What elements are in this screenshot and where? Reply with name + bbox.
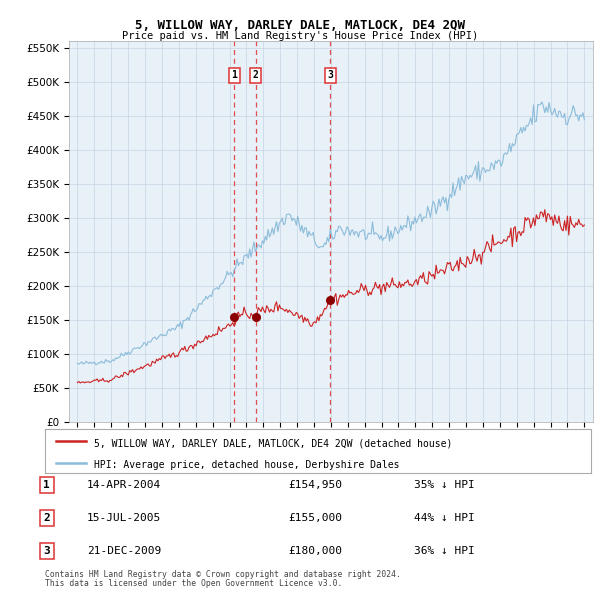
Text: 2: 2 bbox=[43, 513, 50, 523]
Text: 36% ↓ HPI: 36% ↓ HPI bbox=[414, 546, 475, 556]
Text: 21-DEC-2009: 21-DEC-2009 bbox=[87, 546, 161, 556]
Text: £180,000: £180,000 bbox=[288, 546, 342, 556]
Text: 5, WILLOW WAY, DARLEY DALE, MATLOCK, DE4 2QW: 5, WILLOW WAY, DARLEY DALE, MATLOCK, DE4… bbox=[135, 19, 465, 32]
Text: 3: 3 bbox=[328, 70, 334, 80]
Text: 15-JUL-2005: 15-JUL-2005 bbox=[87, 513, 161, 523]
Text: Price paid vs. HM Land Registry's House Price Index (HPI): Price paid vs. HM Land Registry's House … bbox=[122, 31, 478, 41]
Text: Contains HM Land Registry data © Crown copyright and database right 2024.: Contains HM Land Registry data © Crown c… bbox=[45, 570, 401, 579]
Text: 2: 2 bbox=[253, 70, 259, 80]
Text: 5, WILLOW WAY, DARLEY DALE, MATLOCK, DE4 2QW (detached house): 5, WILLOW WAY, DARLEY DALE, MATLOCK, DE4… bbox=[94, 438, 452, 448]
Text: 1: 1 bbox=[43, 480, 50, 490]
Text: 35% ↓ HPI: 35% ↓ HPI bbox=[414, 480, 475, 490]
Text: 1: 1 bbox=[232, 70, 238, 80]
Text: This data is licensed under the Open Government Licence v3.0.: This data is licensed under the Open Gov… bbox=[45, 579, 343, 588]
Text: £154,950: £154,950 bbox=[288, 480, 342, 490]
Text: HPI: Average price, detached house, Derbyshire Dales: HPI: Average price, detached house, Derb… bbox=[94, 460, 400, 470]
Text: £155,000: £155,000 bbox=[288, 513, 342, 523]
Text: 44% ↓ HPI: 44% ↓ HPI bbox=[414, 513, 475, 523]
Text: 14-APR-2004: 14-APR-2004 bbox=[87, 480, 161, 490]
Text: 3: 3 bbox=[43, 546, 50, 556]
